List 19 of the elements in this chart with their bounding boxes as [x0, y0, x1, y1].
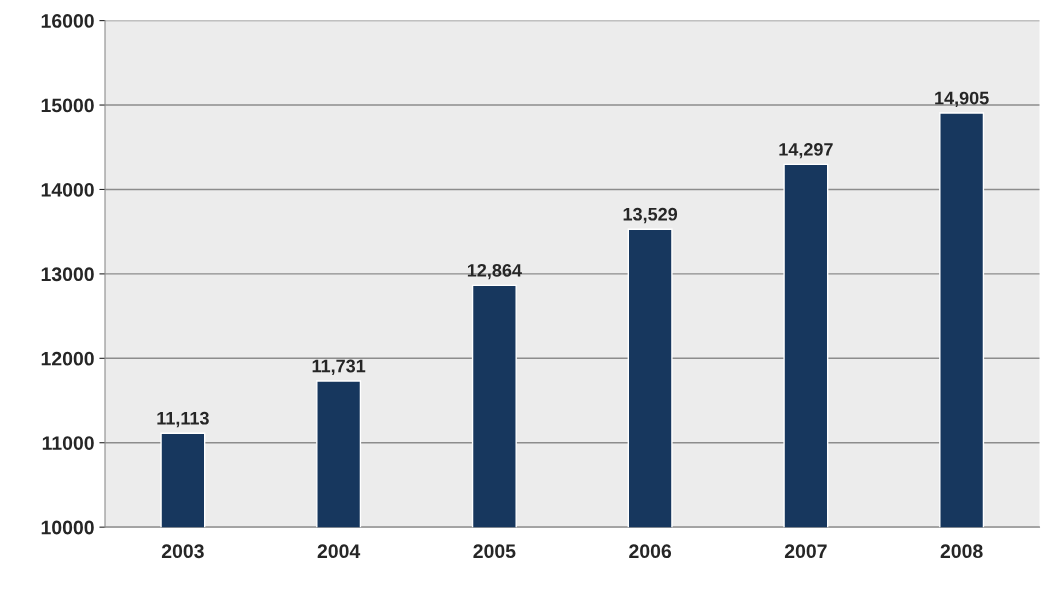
- y-tick-label: 12000: [41, 351, 94, 366]
- x-tick-label: 2004: [317, 544, 361, 559]
- y-tick-label: 15000: [41, 98, 94, 113]
- x-tick-label: 2005: [473, 544, 516, 559]
- data-label: 14,905: [935, 91, 989, 108]
- x-tick-label: 2007: [784, 544, 827, 559]
- x-tick-label: 2006: [629, 544, 672, 559]
- y-tick-label: 10000: [41, 520, 94, 535]
- data-label: 11,731: [312, 359, 366, 375]
- y-tick-label: 14000: [41, 182, 94, 197]
- y-tick-label: 16000: [41, 14, 94, 28]
- data-label: 12,864: [467, 263, 522, 280]
- data-label: 14,297: [779, 142, 833, 159]
- x-tick-label: 2008: [940, 544, 983, 559]
- x-tick-label: 2003: [161, 544, 204, 559]
- y-tick-label: 11000: [42, 436, 94, 450]
- data-label: 11,113: [157, 411, 209, 428]
- data-label: 13,529: [623, 207, 678, 224]
- y-tick-label: 13000: [41, 267, 94, 282]
